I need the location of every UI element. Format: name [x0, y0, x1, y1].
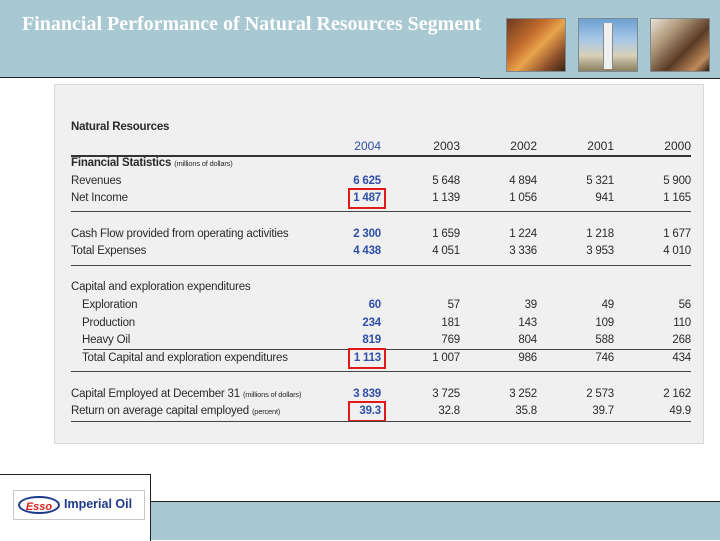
- cell: 35.8: [515, 405, 537, 417]
- cell: 1 007: [432, 352, 460, 364]
- cell: 2 300: [353, 228, 381, 240]
- cell: 804: [518, 334, 537, 346]
- cell: 5 648: [432, 175, 460, 187]
- section-rule: [71, 265, 691, 266]
- row-label: Total Expenses: [71, 245, 147, 257]
- section-rule: [71, 371, 691, 372]
- cell: 268: [672, 334, 691, 346]
- cell: 39.7: [592, 405, 614, 417]
- roce-unit: (percent): [251, 407, 281, 416]
- cell: 3 252: [509, 388, 537, 400]
- cell: 2 162: [663, 388, 691, 400]
- cell: 769: [441, 334, 460, 346]
- row-label: Production: [82, 317, 135, 329]
- cell: 746: [595, 352, 614, 364]
- cell: 4 010: [663, 245, 691, 257]
- highlight-box-net-income: [348, 188, 386, 209]
- cell: 3 725: [432, 388, 460, 400]
- industrial-worker-photo: [650, 18, 710, 72]
- section-rule: [71, 211, 691, 212]
- cell: 819: [362, 334, 381, 346]
- cell: 32.8: [438, 405, 460, 417]
- cell: 941: [595, 192, 614, 204]
- cell: 588: [595, 334, 614, 346]
- cell: 4 894: [509, 175, 537, 187]
- imperial-oil-logo: Esso Imperial Oil: [13, 490, 145, 520]
- cell: 39: [524, 299, 538, 311]
- cell: 1 113: [353, 352, 381, 364]
- cell: 49: [601, 299, 615, 311]
- cell: 110: [673, 317, 691, 329]
- capital-employed-label: Capital Employed at December 31 (million…: [71, 388, 301, 400]
- financial-statistics-title: Financial Statistics: [71, 157, 172, 169]
- table-heading: Natural Resources: [71, 121, 170, 133]
- financial-statistics-unit: (millions of dollars): [174, 159, 233, 168]
- cell: 986: [518, 352, 537, 364]
- cell: 39.3: [359, 405, 381, 417]
- subtotal-rule: [83, 349, 691, 350]
- cell: 109: [595, 317, 614, 329]
- cell: 60: [368, 299, 382, 311]
- cell: 4 438: [353, 245, 381, 257]
- header-rule: [0, 77, 480, 78]
- highlight-box-total-capex: [348, 348, 386, 369]
- cell: 3 336: [509, 245, 537, 257]
- imperial-oil-wordmark: Imperial Oil: [64, 497, 133, 511]
- esso-oval-logo: Esso: [18, 496, 60, 514]
- financial-statistics-label: Financial Statistics (millions of dollar…: [71, 157, 233, 169]
- row-label: Net Income: [71, 192, 128, 204]
- cell: 181: [441, 317, 460, 329]
- natural-resources-table: Natural Resources 2004 2003 2002 2001 20…: [54, 84, 704, 444]
- row-label: Total Capital and exploration expenditur…: [82, 352, 288, 364]
- footer-rule: [150, 501, 720, 502]
- bottom-rule: [71, 421, 691, 422]
- row-label: Cash Flow provided from operating activi…: [71, 228, 289, 240]
- oil-tower-photo: [578, 18, 638, 72]
- header-rule: [71, 155, 691, 157]
- cell: 6 625: [353, 175, 381, 187]
- cell: 3 953: [586, 245, 614, 257]
- year-header-2000: 2000: [664, 139, 691, 153]
- tower-shape: [603, 23, 613, 69]
- year-header-2002: 2002: [510, 139, 537, 153]
- cell: 4 051: [432, 245, 460, 257]
- year-header-2001: 2001: [587, 139, 614, 153]
- cell: 3 839: [353, 388, 381, 400]
- cell: 57: [447, 299, 461, 311]
- highlight-box-roce: [348, 401, 386, 422]
- capex-label: Capital and exploration expenditures: [71, 281, 251, 293]
- year-header-2004: 2004: [354, 139, 381, 153]
- cell: 1 218: [586, 228, 614, 240]
- cell: 5 900: [663, 175, 691, 187]
- year-header-2003: 2003: [433, 139, 460, 153]
- cell: 1 165: [663, 192, 691, 204]
- cell: 1 487: [353, 192, 381, 204]
- refinery-photo: [506, 18, 566, 72]
- cell: 1 056: [509, 192, 537, 204]
- cell: 434: [672, 352, 691, 364]
- cell: 56: [678, 299, 692, 311]
- cell: 2 573: [586, 388, 614, 400]
- slide-title: Financial Performance of Natural Resourc…: [22, 13, 481, 35]
- cell: 5 321: [586, 175, 614, 187]
- row-label: Heavy Oil: [82, 334, 131, 346]
- roce-label: Return on average capital employed (perc…: [71, 405, 280, 417]
- row-label: Exploration: [82, 299, 138, 311]
- capital-employed-unit: (millions of dollars): [242, 390, 302, 399]
- cell: 1 677: [663, 228, 691, 240]
- cell: 234: [362, 317, 381, 329]
- cell: 143: [518, 317, 537, 329]
- cell: 1 659: [432, 228, 460, 240]
- cell: 49.9: [669, 405, 691, 417]
- capital-employed-title: Capital Employed at December 31: [71, 388, 240, 400]
- cell: 1 139: [432, 192, 460, 204]
- roce-title: Return on average capital employed: [71, 405, 249, 417]
- row-label: Revenues: [71, 175, 122, 187]
- cell: 1 224: [509, 228, 537, 240]
